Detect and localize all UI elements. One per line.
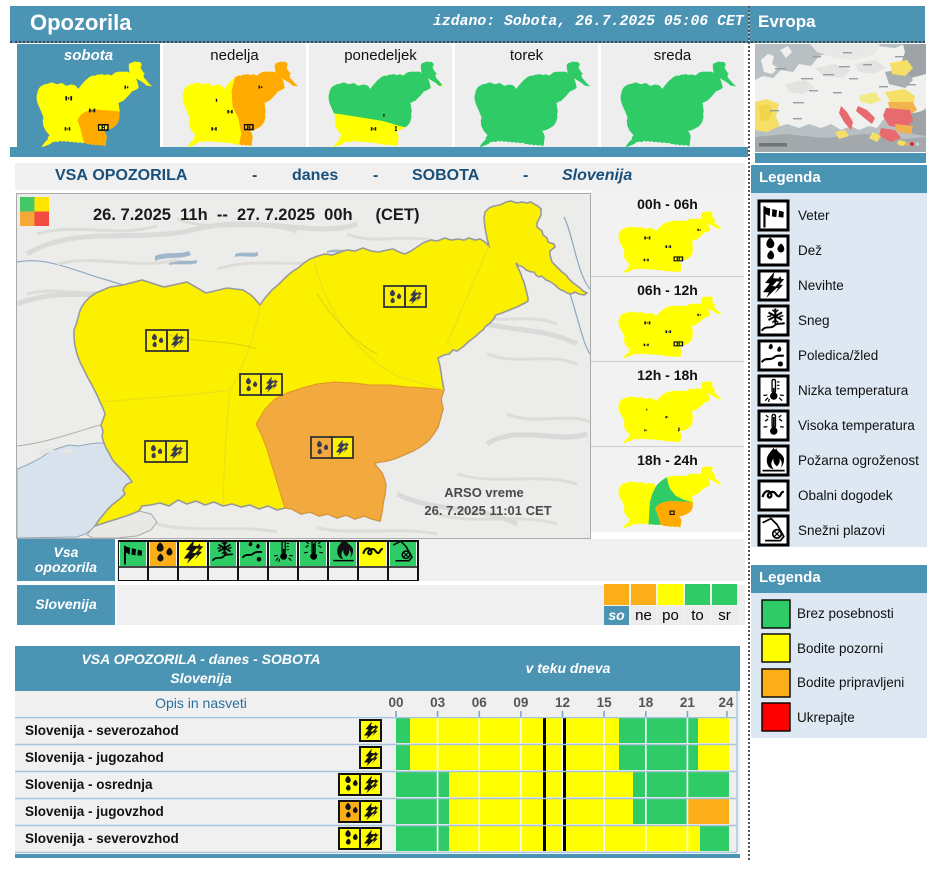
- svg-text:Požarna ogroženost: Požarna ogroženost: [798, 453, 919, 468]
- svg-text:ARSO vreme: ARSO vreme: [444, 485, 523, 500]
- svg-text:Visoka temperatura: Visoka temperatura: [798, 418, 915, 433]
- svg-text:06: 06: [472, 695, 488, 710]
- svg-text:24: 24: [718, 695, 734, 710]
- svg-text:Snežni plazovi: Snežni plazovi: [798, 523, 885, 538]
- svg-text:Slovenija - osrednja: Slovenija - osrednja: [25, 777, 153, 792]
- svg-text:18: 18: [638, 695, 654, 710]
- svg-text:26. 7.2025 11:01 CET: 26. 7.2025 11:01 CET: [424, 503, 551, 518]
- svg-text:12: 12: [555, 695, 570, 710]
- svg-text:03: 03: [430, 695, 446, 710]
- svg-text:Slovenija - jugozahod: Slovenija - jugozahod: [25, 750, 164, 765]
- svg-text:09: 09: [513, 695, 528, 710]
- svg-text:Bodite pozorni: Bodite pozorni: [797, 641, 883, 656]
- svg-text:15: 15: [597, 695, 613, 710]
- svg-text:Poledica/žled: Poledica/žled: [798, 348, 878, 363]
- svg-text:Sneg: Sneg: [798, 313, 830, 328]
- svg-text:21: 21: [680, 695, 696, 710]
- svg-text:Bodite pripravljeni: Bodite pripravljeni: [797, 675, 904, 690]
- svg-text:Brez posebnosti: Brez posebnosti: [797, 606, 894, 621]
- svg-text:Ukrepajte: Ukrepajte: [797, 710, 855, 725]
- svg-text:Slovenija - jugovzhod: Slovenija - jugovzhod: [25, 804, 164, 819]
- svg-text:Dež: Dež: [798, 243, 822, 258]
- svg-text:00: 00: [388, 695, 403, 710]
- svg-text:26. 7.2025 11h -- 27. 7.202: 26. 7.2025 11h -- 27. 7.2025 00h (CET): [93, 206, 420, 224]
- svg-text:Slovenija - severovzhod: Slovenija - severovzhod: [25, 831, 179, 846]
- svg-text:Slovenija - severozahod: Slovenija - severozahod: [25, 723, 179, 738]
- svg-text:Veter: Veter: [798, 208, 830, 223]
- svg-text:Nizka temperatura: Nizka temperatura: [798, 383, 909, 398]
- svg-text:Obalni dogodek: Obalni dogodek: [798, 488, 893, 503]
- svg-text:Nevihte: Nevihte: [798, 278, 844, 293]
